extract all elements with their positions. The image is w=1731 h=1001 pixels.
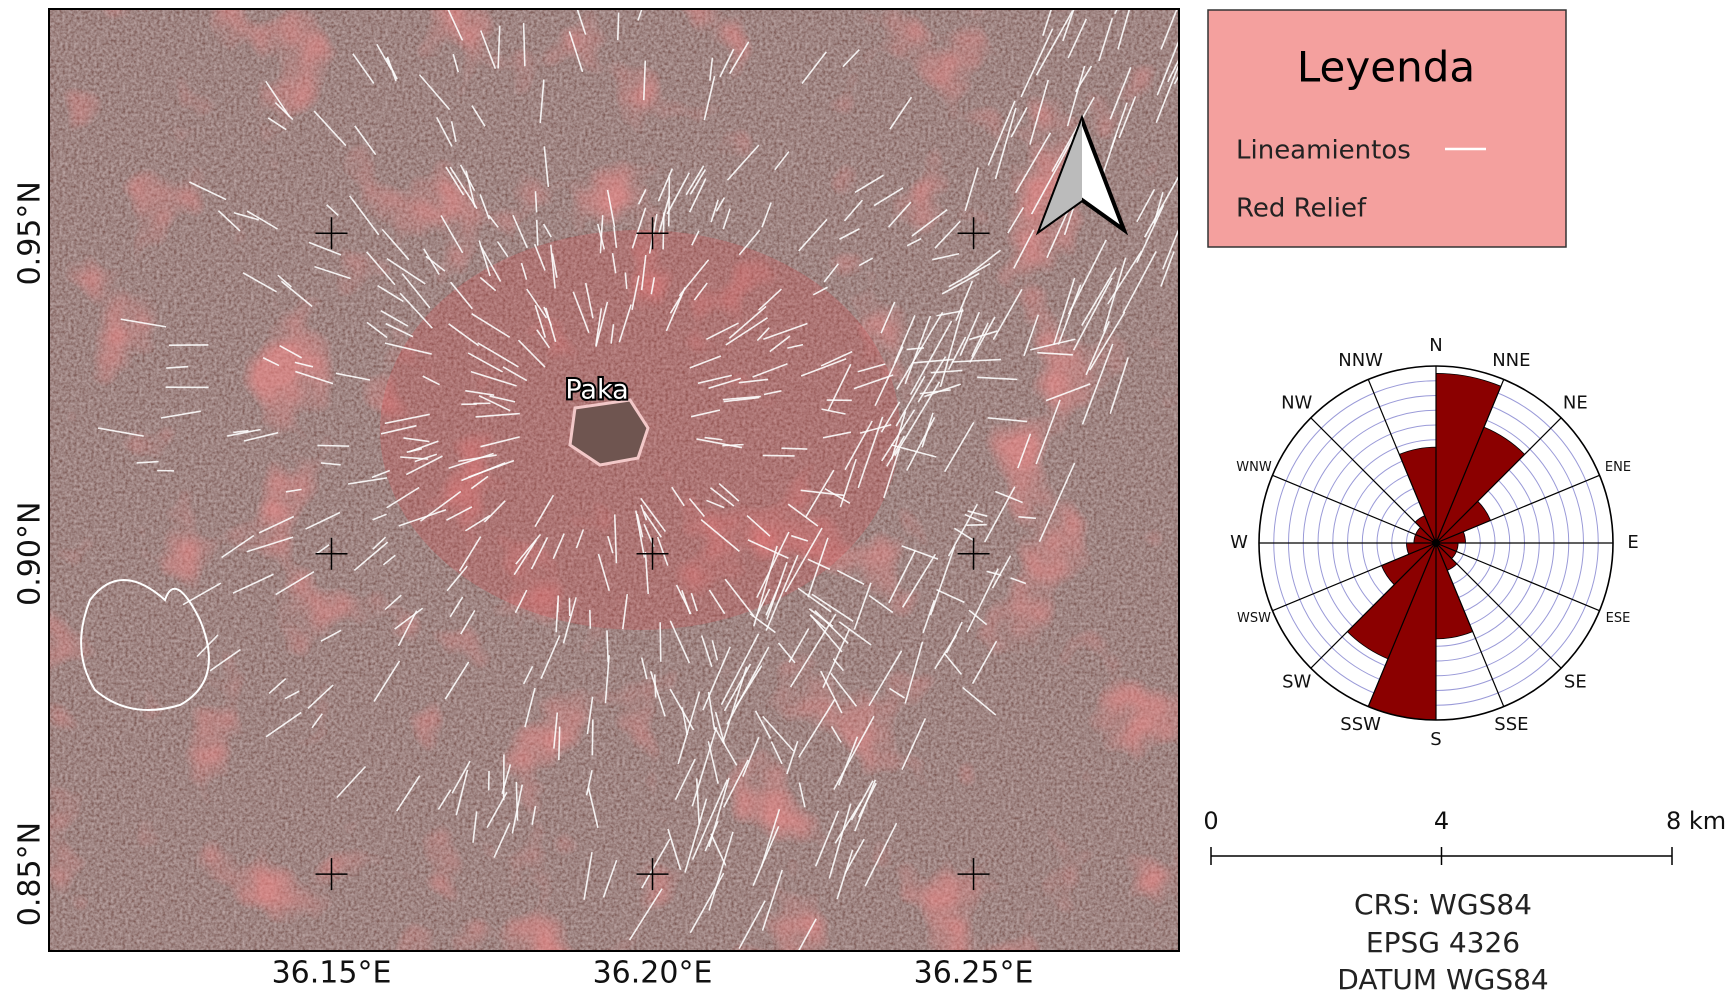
rose-direction-label: SSE [1494,714,1528,735]
rose-direction-label: NNW [1338,350,1383,371]
rose-direction-label: WSW [1237,611,1271,626]
crs-text: EPSG 4326 [1366,926,1520,959]
place-label: Paka [565,375,628,406]
map-frame: Paka [49,0,1282,967]
scale-bar-label: 8 km [1666,807,1726,835]
latitude-label: 0.90°N [13,502,48,606]
longitude-label: 36.25°E [914,956,1034,991]
map-layout: Paka Leyenda Lineamientos Red Relief N NN… [0,0,1731,997]
scale-bar-label: 4 [1434,807,1449,835]
longitude-label: 36.20°E [593,956,713,991]
lineament [763,455,795,456]
rose-direction-label: E [1627,532,1638,553]
legend-entry: Red Relief [1236,194,1367,224]
rose-diagram: N NNE NE ENE E ESE SE SSE S SSW SW WSW W WNW NW NNW [1230,335,1639,750]
lineament [498,0,507,5]
rose-direction-label: SW [1282,671,1311,692]
lineament [669,177,670,226]
rose-direction-label: W [1230,532,1248,553]
rose-direction-label: SE [1564,671,1587,692]
lineament [618,13,619,41]
rose-direction-label: N [1429,335,1442,356]
rose-direction-label: SSW [1340,714,1381,735]
rose-center [1432,539,1440,547]
lineament [655,674,656,697]
longitude-label: 36.15°E [272,956,392,991]
crs-text: DATUM WGS84 [1337,963,1549,996]
lineament [660,622,661,662]
rose-direction-label: WNW [1236,460,1272,475]
rose-direction-label: ESE [1606,611,1631,626]
lineament [559,726,560,760]
legend-entry: Lineamientos [1236,136,1411,166]
rose-direction-label: NW [1281,393,1312,414]
rose-direction-label: S [1430,729,1441,750]
lineament [592,719,593,755]
lineament [317,445,349,446]
rose-direction-label: NE [1563,393,1588,414]
lineament [558,596,559,613]
lineament [537,220,538,246]
page: { "map": { "place_label": "Paka", "xlim"… [0,0,1731,997]
crs-text: CRS: WGS84 [1354,888,1532,921]
scale-bar-label: 0 [1203,807,1218,835]
legend-title: Leyenda [1297,43,1475,92]
latitude-label: 0.85°N [13,822,48,926]
lineament [781,448,807,449]
latitude-label: 0.95°N [13,181,48,285]
lineament [663,212,664,249]
rose-direction-label: NNE [1492,350,1530,371]
rose-direction-label: ENE [1605,460,1631,475]
scale-bar: 0 4 8 km [1203,807,1726,865]
